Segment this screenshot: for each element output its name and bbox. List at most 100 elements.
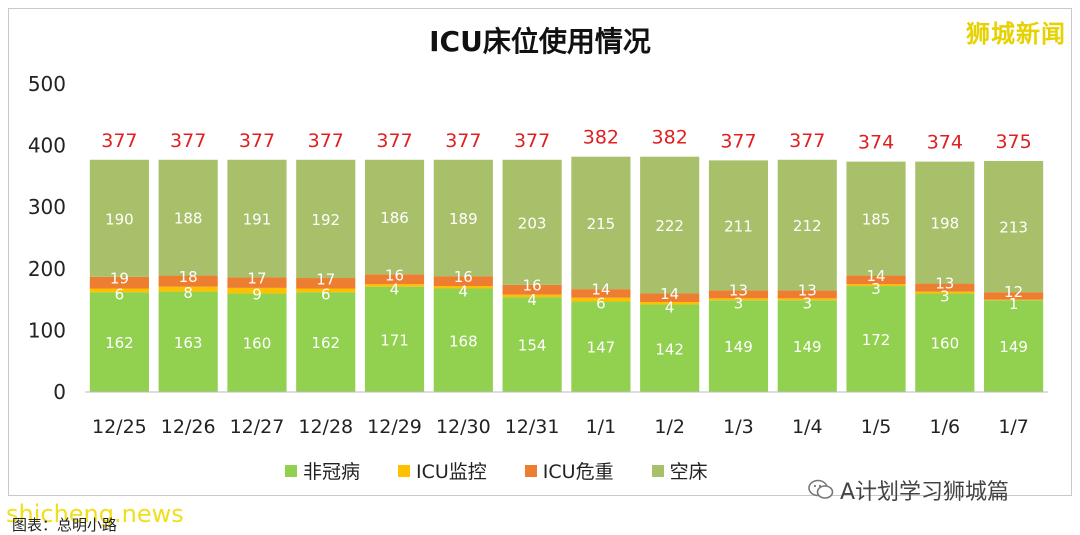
bar-segment-non-covid bbox=[296, 292, 356, 392]
data-label-non-covid: 160 bbox=[931, 335, 960, 353]
data-label-icu-critical: 16 bbox=[454, 268, 473, 286]
y-tick-label: 0 bbox=[53, 380, 66, 404]
bar-segment-empty-bed bbox=[984, 161, 1044, 293]
x-tick-label: 12/30 bbox=[436, 416, 491, 438]
data-label-icu-monitor: 6 bbox=[115, 285, 125, 303]
wechat-icon bbox=[808, 479, 834, 499]
data-label-icu-critical: 17 bbox=[247, 270, 266, 288]
y-axis: 0 100 200 300 400 500 bbox=[28, 72, 66, 404]
bar-segment-empty-bed bbox=[502, 159, 562, 285]
data-label-empty-bed: 185 bbox=[862, 211, 891, 229]
total-label: 375 bbox=[995, 131, 1031, 153]
bar-segment-icu-monitor bbox=[502, 294, 562, 298]
data-label-icu-critical: 13 bbox=[729, 281, 748, 299]
x-tick-label: 12/25 bbox=[92, 416, 147, 438]
data-label-icu-critical: 13 bbox=[798, 281, 817, 299]
total-label: 382 bbox=[583, 127, 619, 149]
bar-segment-empty-bed bbox=[777, 159, 837, 291]
bar-segment-non-covid bbox=[502, 297, 562, 392]
data-label-icu-monitor: 3 bbox=[871, 280, 881, 298]
legend-label-icu-monitor: ICU监控 bbox=[416, 461, 487, 483]
bar-segment-icu-monitor bbox=[708, 298, 769, 301]
total-label: 377 bbox=[445, 130, 481, 152]
bar-segment-empty-bed bbox=[227, 159, 287, 278]
bar-segment-icu-monitor bbox=[89, 288, 149, 293]
data-label-icu-critical: 17 bbox=[316, 270, 335, 288]
bar-segment-icu-critical bbox=[846, 275, 906, 285]
bar-segment-icu-critical bbox=[227, 277, 287, 288]
data-label-icu-monitor: 4 bbox=[665, 298, 675, 316]
bar-segment-empty-bed bbox=[364, 159, 425, 275]
x-tick-label: 1/4 bbox=[792, 416, 823, 438]
bar-segment-empty-bed bbox=[708, 160, 769, 291]
bar-segment-empty-bed bbox=[296, 159, 356, 279]
bar-segment-icu-critical bbox=[984, 292, 1044, 300]
data-label-icu-monitor: 4 bbox=[390, 280, 400, 298]
data-label-icu-critical: 16 bbox=[385, 266, 404, 284]
x-tick-label: 12/28 bbox=[298, 416, 353, 438]
x-tick-label: 12/29 bbox=[367, 416, 422, 438]
legend: 非冠病 ICU监控 ICU危重 空床 bbox=[285, 457, 708, 484]
data-label-non-covid: 168 bbox=[449, 332, 478, 350]
x-tick-label: 1/5 bbox=[861, 416, 892, 438]
total-label: 377 bbox=[514, 130, 550, 152]
data-label-non-covid: 149 bbox=[724, 338, 753, 356]
bar-segment-icu-critical bbox=[640, 293, 700, 303]
bar-segment-icu-critical bbox=[915, 283, 975, 292]
bar-segment-empty-bed bbox=[158, 159, 218, 276]
data-label-empty-bed: 191 bbox=[243, 211, 272, 229]
bar-segment-icu-monitor bbox=[227, 287, 287, 294]
total-label: 382 bbox=[652, 127, 688, 149]
bar-segment-non-covid bbox=[571, 301, 631, 392]
y-tick-label: 300 bbox=[28, 195, 66, 219]
data-label-empty-bed: 188 bbox=[174, 210, 203, 228]
bar-segment-non-covid bbox=[984, 300, 1044, 392]
bar-segment-non-covid bbox=[708, 300, 769, 392]
bar-segment-icu-critical bbox=[158, 275, 218, 287]
total-label: 374 bbox=[927, 132, 963, 154]
legend-item-icu-monitor: ICU监控 bbox=[398, 457, 487, 484]
bar-segment-non-covid bbox=[364, 286, 425, 392]
data-label-empty-bed: 189 bbox=[449, 210, 478, 228]
y-tick-label: 400 bbox=[28, 134, 66, 158]
data-label-non-covid: 162 bbox=[311, 334, 340, 352]
data-label-empty-bed: 211 bbox=[724, 217, 753, 235]
bar-segment-icu-monitor bbox=[571, 297, 631, 302]
data-label-icu-monitor: 8 bbox=[183, 284, 193, 302]
data-label-non-covid: 171 bbox=[380, 331, 409, 349]
data-label-icu-monitor: 6 bbox=[321, 285, 331, 303]
data-label-non-covid: 154 bbox=[518, 337, 547, 355]
wechat-account-name: A计划学习狮城篇 bbox=[840, 480, 1010, 505]
bar-segment-non-covid bbox=[915, 293, 975, 392]
bar-segment-non-covid bbox=[89, 292, 149, 392]
data-label-icu-critical: 19 bbox=[110, 270, 129, 288]
total-label: 377 bbox=[239, 130, 275, 152]
bar-segment-icu-critical bbox=[708, 290, 769, 299]
bar-segment-empty-bed bbox=[433, 159, 493, 277]
bar-segment-icu-monitor bbox=[296, 288, 356, 293]
data-label-non-covid: 172 bbox=[862, 331, 891, 349]
legend-item-icu-critical: ICU危重 bbox=[524, 457, 614, 484]
x-tick-label: 1/6 bbox=[930, 416, 961, 438]
bar-segment-icu-critical bbox=[502, 284, 562, 295]
data-label-icu-critical: 14 bbox=[866, 267, 885, 285]
total-label: 377 bbox=[170, 130, 206, 152]
y-tick-label: 500 bbox=[28, 72, 66, 96]
bar-segment-empty-bed bbox=[915, 161, 975, 284]
data-label-empty-bed: 215 bbox=[587, 215, 616, 233]
data-label-icu-monitor: 3 bbox=[734, 294, 744, 312]
data-label-non-covid: 142 bbox=[655, 340, 684, 358]
data-label-icu-critical: 16 bbox=[523, 277, 542, 295]
total-label: 377 bbox=[789, 130, 825, 152]
legend-item-empty-bed: 空床 bbox=[651, 457, 708, 484]
data-label-icu-critical: 14 bbox=[591, 280, 610, 298]
x-tick-label: 1/2 bbox=[654, 416, 685, 438]
x-tick-label: 12/31 bbox=[505, 416, 560, 438]
bar-segment-icu-critical bbox=[296, 278, 356, 289]
data-label-empty-bed: 213 bbox=[999, 219, 1028, 237]
data-label-empty-bed: 203 bbox=[518, 214, 547, 232]
x-tick-label: 12/26 bbox=[161, 416, 216, 438]
total-label: 377 bbox=[720, 130, 756, 152]
data-label-icu-critical: 13 bbox=[935, 275, 954, 293]
bar-segment-icu-monitor bbox=[915, 291, 975, 294]
